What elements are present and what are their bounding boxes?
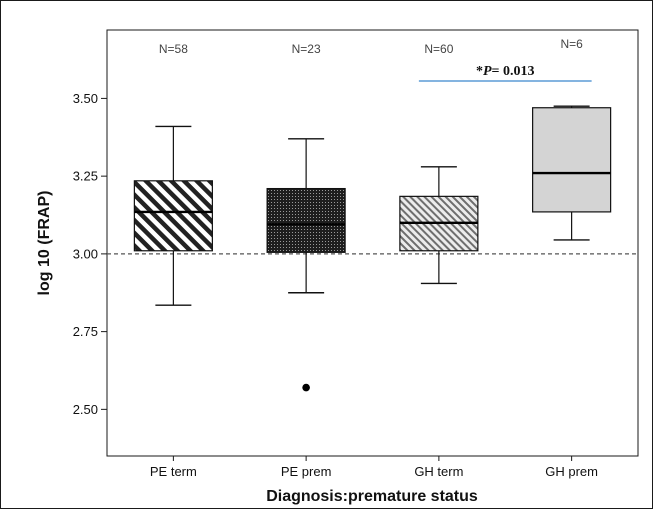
x-tick-label: PE term (150, 464, 197, 479)
p-value-label: *P= 0.013 (476, 64, 535, 79)
y-tick-label: 3.00 (73, 246, 98, 261)
sample-size-label: N=23 (292, 42, 321, 56)
interquartile-box (266, 187, 346, 253)
x-tick-label: PE prem (281, 464, 332, 479)
x-tick-label: GH term (414, 464, 463, 479)
interquartile-box (133, 180, 213, 252)
sample-size-label: N=58 (159, 42, 188, 56)
box-pe-prem (266, 138, 346, 392)
y-tick-label: 2.75 (73, 324, 98, 339)
sample-size-label: N=60 (424, 42, 453, 56)
x-axis-title: Diagnosis:premature status (266, 488, 478, 505)
y-tick-label: 3.25 (73, 169, 98, 184)
y-tick-label: 3.50 (73, 91, 98, 106)
y-axis-title: log 10 (FRAP) (36, 191, 53, 296)
sample-size-label: N=6 (560, 37, 583, 51)
y-tick-label: 2.50 (73, 402, 98, 417)
interquartile-box (532, 107, 612, 213)
x-tick-label: GH prem (545, 464, 598, 479)
box-gh-term (399, 166, 479, 285)
box-gh-prem (532, 105, 612, 241)
box-pe-term (133, 125, 213, 306)
outlier-point (302, 383, 310, 392)
